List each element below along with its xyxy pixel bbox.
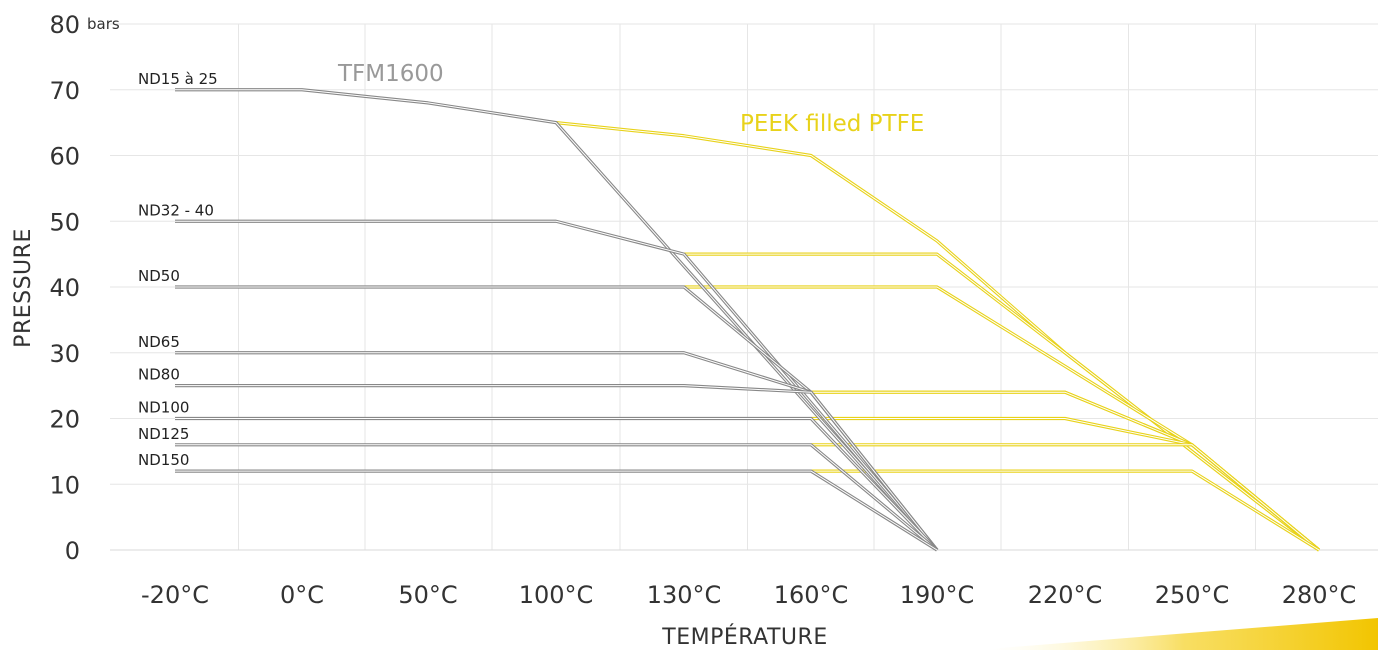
peek-line-nd125: [811, 443, 1321, 552]
tfm-line-nd150: [175, 469, 938, 552]
x-tick-label: 100°C: [519, 581, 594, 609]
peek-filled-ptfe-label: PEEK filled PTFE: [740, 111, 924, 137]
x-tick-label: 160°C: [774, 581, 849, 609]
ticks-layer: 0 10 20 30 40 50 60 70 80 -20°C 0°C 50°C 100°C 130°C 1…: [49, 11, 1356, 609]
y-tick-label: 10: [49, 471, 80, 499]
x-tick-label: 220°C: [1028, 581, 1103, 609]
x-axis-title: TEMPÉRATURE: [661, 624, 827, 650]
y-axis-title: PRESSURE: [11, 228, 36, 348]
tfm-line-nd32-40: [175, 219, 939, 552]
y-tick-label: 80: [49, 11, 80, 39]
x-tick-label: 190°C: [900, 581, 975, 609]
y-tick-label: 50: [49, 208, 80, 236]
series-label-nd150: ND150: [138, 451, 189, 469]
tfm1600-label: TFM1600: [337, 61, 444, 87]
y-tick-label: 70: [49, 77, 80, 105]
y-tick-label: 40: [49, 274, 80, 302]
series-label-nd15-25: ND15 à 25: [138, 70, 218, 88]
series-label-nd100: ND100: [138, 399, 189, 417]
x-tick-label: 280°C: [1282, 581, 1357, 609]
x-tick-label: 130°C: [647, 581, 722, 609]
series-label-nd32-40: ND32 - 40: [138, 201, 214, 219]
x-tick-label: -20°C: [141, 581, 209, 609]
y-tick-label: 30: [49, 340, 80, 368]
series-label-nd125: ND125: [138, 425, 189, 443]
y-unit-label: bars: [87, 15, 120, 33]
peek-line-nd150: [811, 469, 1320, 552]
tfm-line-nd15-25: [175, 88, 939, 552]
y-tick-label: 0: [65, 537, 80, 565]
tfm-line-nd80: [175, 384, 939, 551]
decorative-swoosh: [990, 618, 1378, 650]
x-tick-label: 250°C: [1155, 581, 1230, 609]
series-label-nd50: ND50: [138, 267, 180, 285]
peek-line-nd32-40: [684, 252, 1320, 552]
peek-line-nd15-25: [555, 121, 1320, 552]
tfm-line-nd100: [175, 416, 939, 552]
series-label-nd65: ND65: [138, 333, 180, 351]
y-tick-label: 20: [49, 406, 80, 434]
x-tick-label: 50°C: [398, 581, 457, 609]
labels-layer: ND15 à 25 ND32 - 40 ND50 ND65 ND80 ND100 ND125…: [138, 70, 218, 469]
y-tick-label: 60: [49, 143, 80, 171]
series-label-nd80: ND80: [138, 366, 180, 384]
tfm-line-nd65: [175, 351, 939, 551]
tfm-line-nd125: [175, 443, 939, 552]
series-layer: [175, 88, 1321, 552]
x-tick-label: 0°C: [280, 581, 324, 609]
